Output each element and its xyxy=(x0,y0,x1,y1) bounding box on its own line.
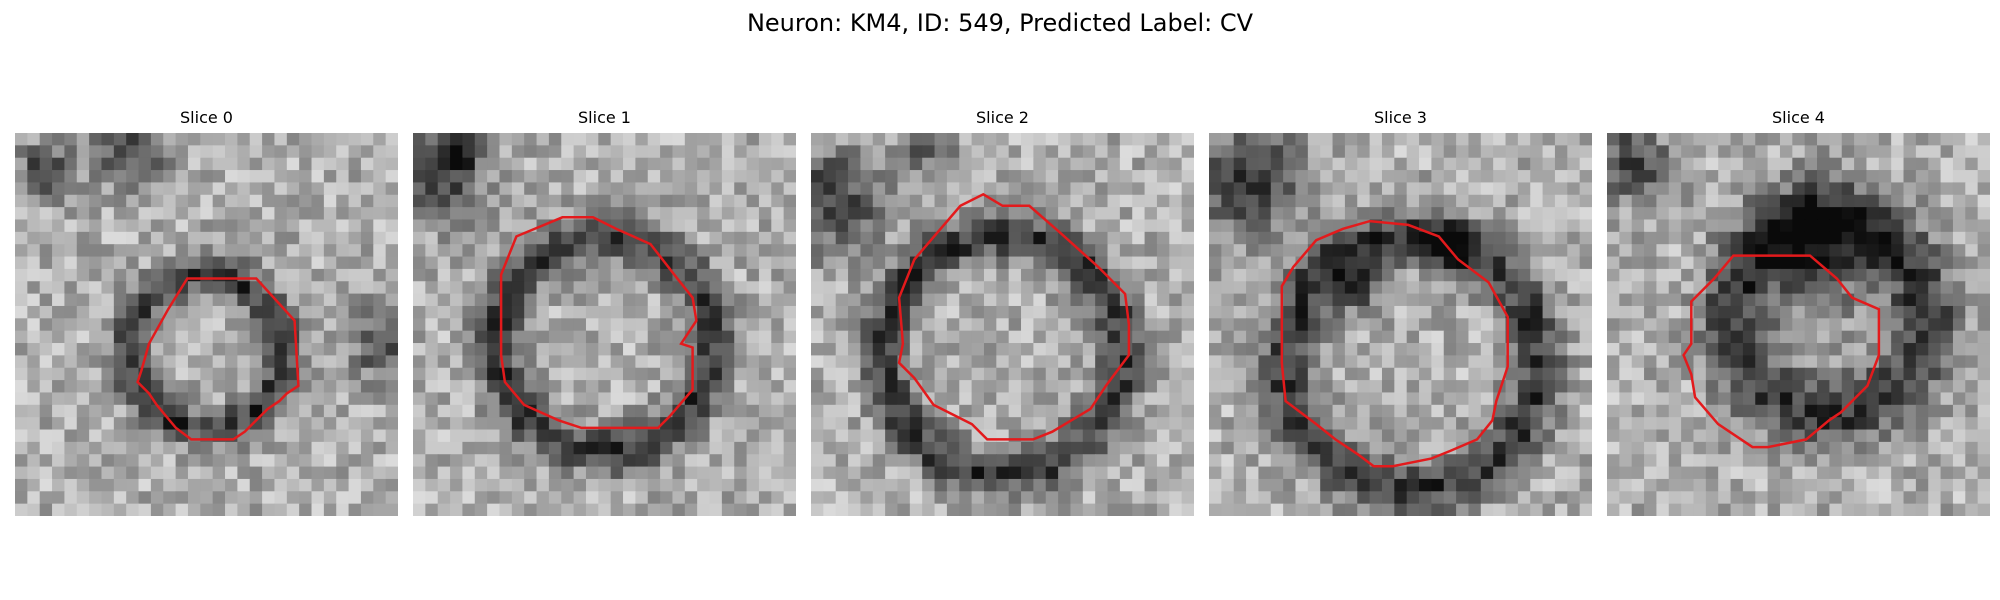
slice-panel-3: Slice 3 xyxy=(1209,107,1592,516)
slice-image-4 xyxy=(1607,133,1990,516)
figure-title: Neuron: KM4, ID: 549, Predicted Label: C… xyxy=(746,9,1254,37)
slice-image-1 xyxy=(413,133,796,516)
slice-image-0 xyxy=(15,133,398,516)
segmentation-contour xyxy=(1280,219,1509,468)
slice-panel-4: Slice 4 xyxy=(1607,107,1990,516)
slice-panel-1: Slice 1 xyxy=(413,107,796,516)
slice-title-0: Slice 0 xyxy=(180,108,233,127)
segmentation-contour xyxy=(1682,254,1881,449)
slice-title-3: Slice 3 xyxy=(1374,108,1427,127)
slice-image-3 xyxy=(1209,133,1592,516)
slice-panel-2: Slice 2 xyxy=(811,107,1194,516)
slice-title-4: Slice 4 xyxy=(1772,108,1825,127)
slice-title-1: Slice 1 xyxy=(578,108,631,127)
slice-image-2 xyxy=(811,133,1194,516)
slice-panel-0: Slice 0 xyxy=(15,107,398,516)
segmentation-contour xyxy=(499,216,698,430)
slice-title-2: Slice 2 xyxy=(976,108,1029,127)
segmentation-contour xyxy=(897,192,1131,441)
segmentation-contour xyxy=(136,277,300,441)
